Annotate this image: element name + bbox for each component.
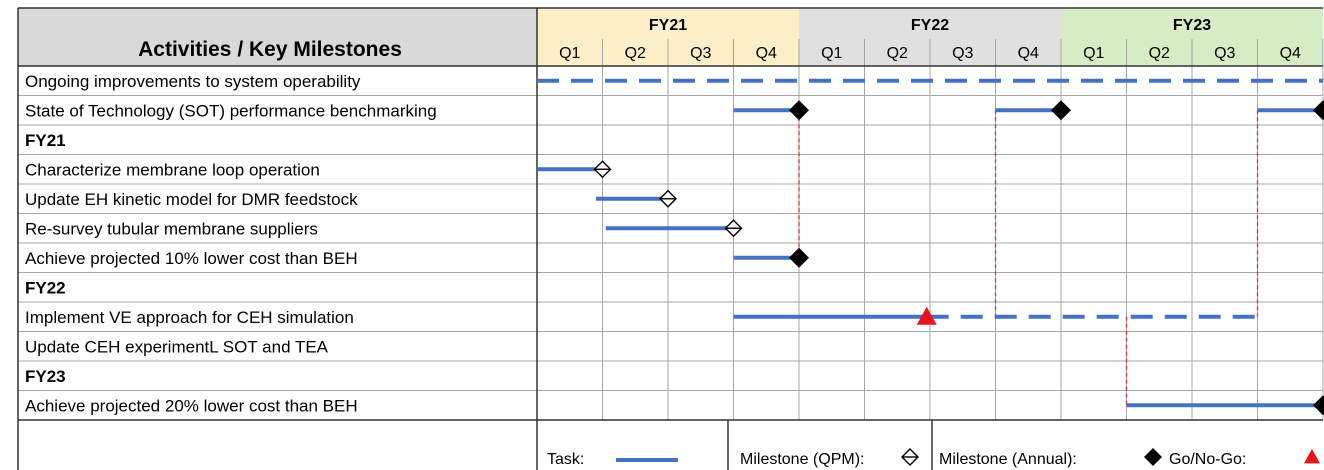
milestone-annual-marker (1313, 395, 1324, 416)
quarter-label: Q2 (1149, 45, 1170, 62)
activity-label: Re-survey tubular membrane suppliers (25, 220, 318, 239)
activity-labels: Ongoing improvements to system operabili… (25, 72, 437, 416)
quarter-label: Q1 (559, 45, 580, 62)
activity-label: Ongoing improvements to system operabili… (25, 72, 361, 91)
legend-annual-swatch (1144, 448, 1162, 466)
quarter-label: Q1 (1083, 45, 1104, 62)
dependency-connectors (798, 110, 1259, 406)
quarter-label: Q3 (1214, 45, 1235, 62)
milestone-annual-marker (789, 247, 809, 268)
go-no-go-marker (916, 306, 937, 325)
grid-lines (17, 7, 1324, 470)
header: Activities / Key Milestones FY21 FY22 FY23… (138, 17, 1301, 62)
header-backgrounds (18, 8, 1323, 66)
quarter-label: Q4 (756, 45, 777, 62)
quarter-label: Q1 (821, 45, 842, 62)
quarter-label: Q3 (690, 45, 711, 62)
section-heading: FY23 (25, 367, 66, 386)
milestone-markers (593, 100, 1324, 416)
year-label: FY22 (911, 17, 949, 34)
quarter-label: Q2 (625, 45, 646, 62)
milestone-annual-marker (789, 100, 809, 121)
legend-gonogo-label: Go/No-Go: (1169, 451, 1246, 468)
activity-label: State of Technology (SOT) performance be… (25, 102, 437, 121)
legend: Task: Milestone (QPM): Milestone (Annual… (547, 448, 1320, 468)
legend-qpm-label: Milestone (QPM): (740, 451, 864, 468)
section-heading: FY22 (25, 279, 66, 298)
year-label: FY21 (649, 17, 687, 34)
activity-label: Implement VE approach for CEH simulation (25, 308, 354, 327)
quarter-label: Q2 (887, 45, 908, 62)
task-bars (537, 78, 1323, 408)
activities-column-title: Activities / Key Milestones (138, 38, 402, 61)
title-cell-background (18, 8, 537, 66)
legend-annual-label: Milestone (Annual): (939, 451, 1077, 468)
section-heading: FY21 (25, 131, 66, 150)
quarter-label: Q4 (1018, 45, 1039, 62)
activity-label: Achieve projected 20% lower cost than BE… (25, 397, 358, 416)
quarter-label: Q4 (1280, 45, 1301, 62)
year-label: FY23 (1173, 17, 1211, 34)
legend-task-label: Task: (547, 451, 584, 468)
milestone-annual-marker (1313, 100, 1324, 121)
activity-label: Update CEH experimentL SOT and TEA (25, 338, 329, 357)
quarter-label: Q3 (952, 45, 973, 62)
legend-gonogo-swatch (1304, 449, 1320, 464)
milestone-annual-marker (1051, 100, 1071, 121)
activity-label: Achieve projected 10% lower cost than BE… (25, 249, 358, 268)
activity-label: Characterize membrane loop operation (25, 161, 320, 180)
activity-label: Update EH kinetic model for DMR feedstoc… (25, 190, 358, 209)
